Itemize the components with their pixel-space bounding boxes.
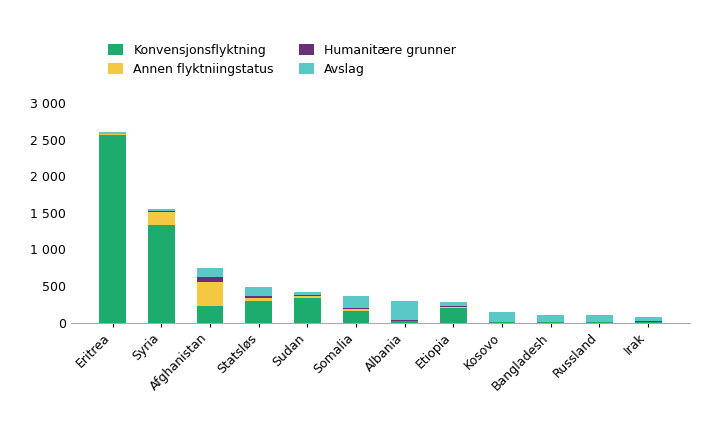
Bar xyxy=(586,315,613,322)
Bar xyxy=(245,287,272,296)
Bar xyxy=(538,316,565,322)
Bar xyxy=(343,309,370,311)
Bar xyxy=(294,296,321,298)
Bar xyxy=(100,132,126,134)
Bar xyxy=(148,209,175,211)
Bar xyxy=(148,211,175,212)
Bar xyxy=(391,319,418,321)
Bar xyxy=(245,296,272,298)
Legend: Konvensjonsflyktning, Annen flyktniingstatus, Humanitære grunner, Avslag: Konvensjonsflyktning, Annen flyktniingst… xyxy=(108,44,456,76)
Bar xyxy=(148,212,175,224)
Bar xyxy=(440,308,467,322)
Bar xyxy=(635,316,661,321)
Bar xyxy=(488,312,515,322)
Bar xyxy=(196,268,223,277)
Bar xyxy=(100,134,126,135)
Bar xyxy=(343,296,370,308)
Bar xyxy=(196,277,223,282)
Bar xyxy=(343,308,370,309)
Bar xyxy=(294,295,321,296)
Bar xyxy=(391,321,418,322)
Bar xyxy=(343,311,370,322)
Bar xyxy=(245,301,272,322)
Bar xyxy=(440,307,467,308)
Bar xyxy=(148,224,175,322)
Bar xyxy=(196,282,223,307)
Bar xyxy=(391,301,418,319)
Bar xyxy=(100,135,126,322)
Bar xyxy=(245,298,272,301)
Bar xyxy=(440,306,467,307)
Bar xyxy=(294,292,321,295)
Bar xyxy=(196,307,223,322)
Bar xyxy=(294,298,321,322)
Bar xyxy=(440,302,467,306)
